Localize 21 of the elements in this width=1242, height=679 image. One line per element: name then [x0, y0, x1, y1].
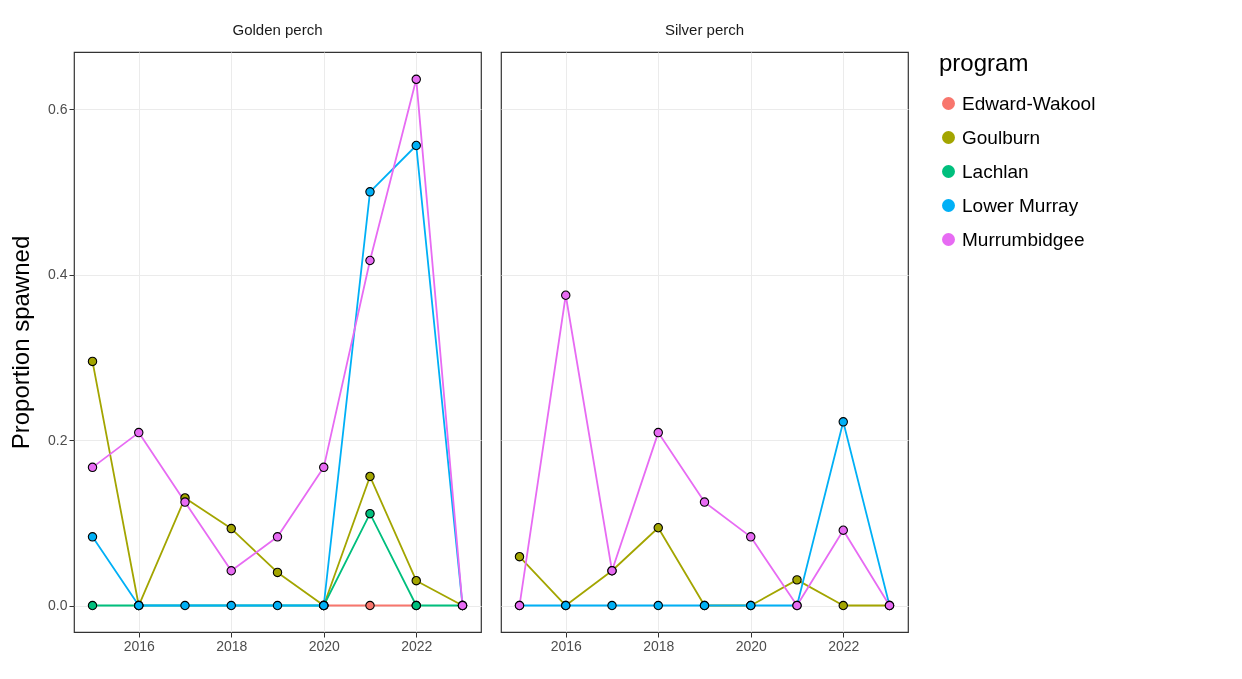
y-axis-title: Proportion spawned	[7, 235, 35, 450]
chart-title: Golden perch	[232, 21, 323, 38]
y-tick-label: 0.2	[48, 431, 68, 448]
x-tick-label: 2016	[123, 637, 156, 654]
y-tick-label: 0.0	[48, 597, 68, 614]
x-tick-label: 2020	[308, 637, 341, 654]
chart-title: Silver perch	[664, 21, 745, 38]
legend-title: program	[939, 49, 1029, 76]
y-tick-label: 0.4	[48, 266, 68, 283]
x-tick-label: 2020	[735, 637, 768, 654]
legend-label: Edward-Wakool	[962, 92, 1096, 114]
x-tick-label: 2018	[643, 637, 675, 654]
x-tick-label: 2018	[216, 637, 248, 654]
x-tick-label: 2022	[401, 637, 433, 654]
x-tick-label: 2022	[828, 637, 860, 654]
legend-label: Lower Murray	[962, 194, 1079, 216]
y-tick-label: 0.6	[48, 100, 68, 117]
legend-label: Lachlan	[962, 160, 1029, 182]
x-tick-label: 2016	[550, 637, 583, 654]
legend-label: Goulburn	[962, 126, 1041, 148]
legend-label: Murrumbidgee	[962, 228, 1085, 250]
